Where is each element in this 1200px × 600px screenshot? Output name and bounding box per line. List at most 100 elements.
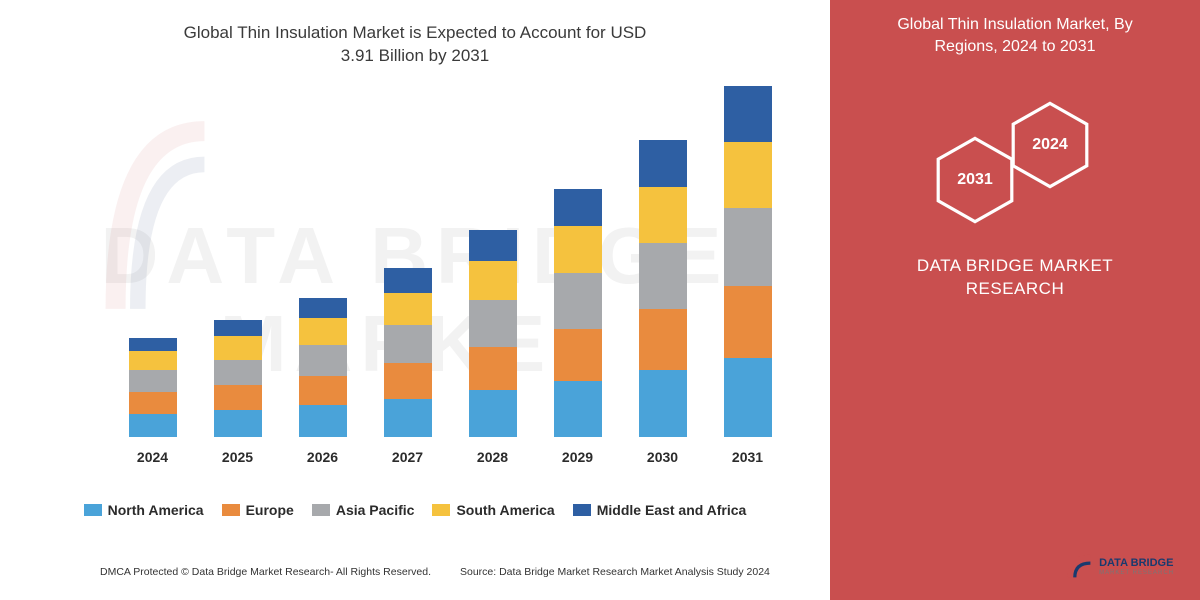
bar-segment: [469, 390, 517, 437]
legend-label: Asia Pacific: [336, 502, 415, 518]
bar-segment: [724, 142, 772, 209]
bar-segment: [214, 360, 262, 385]
chart-legend: North America Europe Asia Pacific South Ame…: [0, 502, 830, 518]
x-axis-label: 2029: [562, 449, 593, 465]
bar-segment: [554, 226, 602, 273]
bar-segment: [469, 347, 517, 390]
x-axis-label: 2031: [732, 449, 763, 465]
bar-segment: [554, 273, 602, 329]
legend-label: North America: [108, 502, 204, 518]
bar-segment: [299, 318, 347, 345]
bars-container: 2024 2025 2026 2027 2028 2029 2030 2031: [110, 105, 790, 465]
stacked-bar: [554, 189, 602, 437]
bar-segment: [639, 370, 687, 437]
legend-item: Middle East and Africa: [573, 502, 747, 518]
logo-swoosh-icon: [1067, 554, 1093, 580]
bar-segment: [129, 392, 177, 414]
bar-segment: [724, 86, 772, 142]
brand-line2: RESEARCH: [966, 279, 1064, 298]
bar-segment: [129, 370, 177, 392]
x-axis-label: 2028: [477, 449, 508, 465]
bar-segment: [129, 351, 177, 371]
right-title-line2: Regions, 2024 to 2031: [934, 38, 1095, 55]
stacked-bar: [639, 140, 687, 437]
x-axis-label: 2030: [647, 449, 678, 465]
brand-text: DATA BRIDGE MARKET RESEARCH: [830, 255, 1200, 301]
footer-copyright: DMCA Protected © Data Bridge Market Rese…: [100, 566, 431, 578]
bar-segment: [299, 298, 347, 318]
bar-group: 2031: [724, 86, 772, 465]
bar-segment: [384, 363, 432, 399]
legend-item: North America: [84, 502, 204, 518]
legend-swatch: [222, 504, 240, 516]
bar-segment: [554, 381, 602, 437]
bar-group: 2024: [129, 338, 177, 465]
bar-segment: [214, 336, 262, 359]
bar-segment: [214, 410, 262, 437]
legend-swatch: [432, 504, 450, 516]
x-axis-label: 2024: [137, 449, 168, 465]
corner-logo: DATA BRIDGE MARKET RESEARCH: [1067, 554, 1174, 580]
legend-swatch: [573, 504, 591, 516]
stacked-bar: [469, 230, 517, 437]
hex-badge-2024: 2024: [1010, 100, 1090, 190]
stacked-bar: [214, 320, 262, 437]
left-panel: DATA BRIDGE MARKET Global Thin Insulatio…: [0, 0, 830, 600]
brand-line1: DATA BRIDGE MARKET: [917, 256, 1113, 275]
bar-segment: [469, 230, 517, 261]
bar-segment: [299, 376, 347, 405]
bar-segment: [639, 140, 687, 187]
bar-segment: [554, 189, 602, 227]
bar-segment: [299, 405, 347, 437]
bar-segment: [299, 345, 347, 376]
legend-label: South America: [456, 502, 554, 518]
bar-segment: [214, 385, 262, 410]
bar-segment: [384, 268, 432, 293]
bar-segment: [554, 329, 602, 381]
bar-segment: [384, 325, 432, 363]
hex-badges: 2031 2024: [915, 105, 1115, 225]
legend-swatch: [84, 504, 102, 516]
bar-segment: [469, 300, 517, 347]
hex-badge-2031: 2031: [935, 135, 1015, 225]
bar-segment: [724, 208, 772, 285]
legend-label: Europe: [246, 502, 294, 518]
legend-swatch: [312, 504, 330, 516]
bar-segment: [724, 358, 772, 437]
stacked-bar: [129, 338, 177, 437]
logo-sub: MARKET RESEARCH: [1099, 570, 1174, 576]
bar-segment: [129, 414, 177, 437]
chart-plot-area: 2024 2025 2026 2027 2028 2029 2030 2031: [110, 105, 790, 465]
legend-item: Asia Pacific: [312, 502, 415, 518]
right-panel: Global Thin Insulation Market, By Region…: [830, 0, 1200, 600]
bar-segment: [384, 399, 432, 437]
bar-group: 2027: [384, 268, 432, 465]
bar-segment: [384, 293, 432, 325]
x-axis-label: 2026: [307, 449, 338, 465]
stacked-bar: [299, 298, 347, 437]
bar-group: 2028: [469, 230, 517, 465]
hex-b-label: 2024: [1032, 136, 1068, 154]
legend-item: Europe: [222, 502, 294, 518]
bar-segment: [724, 286, 772, 358]
bar-segment: [639, 309, 687, 370]
right-panel-title: Global Thin Insulation Market, By Region…: [830, 14, 1200, 57]
legend-label: Middle East and Africa: [597, 502, 747, 518]
bar-segment: [639, 243, 687, 310]
footer-source: Source: Data Bridge Market Research Mark…: [460, 566, 770, 578]
bar-segment: [214, 320, 262, 336]
bar-segment: [469, 261, 517, 301]
bar-group: 2026: [299, 298, 347, 465]
logo-main: DATA BRIDGE: [1099, 558, 1174, 570]
x-axis-label: 2027: [392, 449, 423, 465]
logo-text: DATA BRIDGE MARKET RESEARCH: [1099, 558, 1174, 576]
stacked-bar: [724, 86, 772, 437]
x-axis-label: 2025: [222, 449, 253, 465]
chart-title: Global Thin Insulation Market is Expecte…: [0, 22, 830, 68]
stacked-bar: [384, 268, 432, 437]
legend-item: South America: [432, 502, 554, 518]
bar-segment: [639, 187, 687, 243]
chart-title-line1: Global Thin Insulation Market is Expecte…: [184, 23, 647, 42]
bar-group: 2030: [639, 140, 687, 465]
bar-group: 2029: [554, 189, 602, 465]
